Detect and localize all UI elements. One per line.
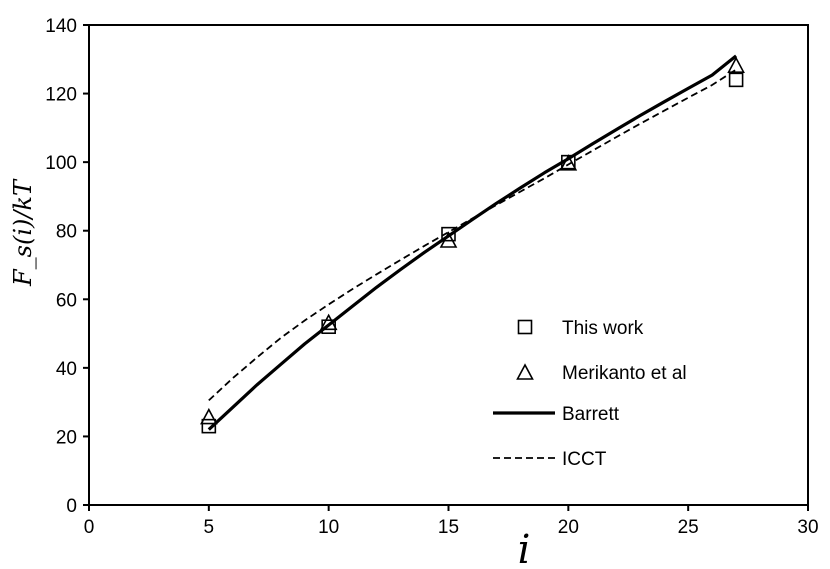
merikanto-point-0 bbox=[199, 407, 218, 425]
y-tick-label-2: 40 bbox=[56, 359, 77, 380]
x-axis-title: i bbox=[518, 527, 531, 569]
y-tick-label-6: 120 bbox=[45, 85, 77, 106]
x-tick-label-2: 10 bbox=[318, 517, 339, 538]
merikanto-point-3 bbox=[559, 154, 578, 171]
this-work-point-0 bbox=[201, 418, 217, 434]
legend-label-2: Barrett bbox=[562, 404, 620, 425]
legend-label-0: This work bbox=[562, 318, 644, 339]
y-tick-label-4: 80 bbox=[56, 222, 77, 243]
y-tick-label-5: 100 bbox=[45, 153, 77, 174]
this-work-point-4 bbox=[728, 72, 744, 88]
legend-square-icon bbox=[517, 319, 533, 335]
x-tick-label-4: 20 bbox=[558, 517, 579, 538]
y-tick-label-1: 20 bbox=[56, 427, 77, 448]
legend-triangle-icon bbox=[516, 363, 534, 380]
merikanto-point-4 bbox=[727, 56, 745, 73]
x-tick-label-0: 0 bbox=[84, 517, 95, 538]
x-tick-label-1: 5 bbox=[204, 517, 215, 538]
merikanto-point-2 bbox=[439, 231, 458, 248]
x-tick-label-5: 25 bbox=[678, 517, 699, 538]
y-tick-label-0: 0 bbox=[66, 496, 77, 517]
x-tick-label-3: 15 bbox=[438, 517, 459, 538]
y-axis-title: F_s(i)/kT bbox=[9, 178, 37, 287]
ticks: 0 5 10 15 20 25 30 0 20 40 60 80 100 120 140 bbox=[45, 16, 818, 538]
merikanto-point-1 bbox=[319, 313, 338, 331]
legend: This work Merikanto et al Barrett ICCT bbox=[493, 318, 687, 470]
legend-label-1: Merikanto et al bbox=[562, 363, 687, 384]
series-icct-line bbox=[208, 68, 737, 402]
y-tick-label-7: 140 bbox=[45, 16, 77, 37]
this-work-point-2 bbox=[441, 226, 456, 242]
legend-label-3: ICCT bbox=[562, 449, 607, 470]
series-layer bbox=[199, 54, 745, 434]
y-tick-label-3: 60 bbox=[56, 290, 77, 311]
x-tick-label-6: 30 bbox=[797, 517, 818, 538]
